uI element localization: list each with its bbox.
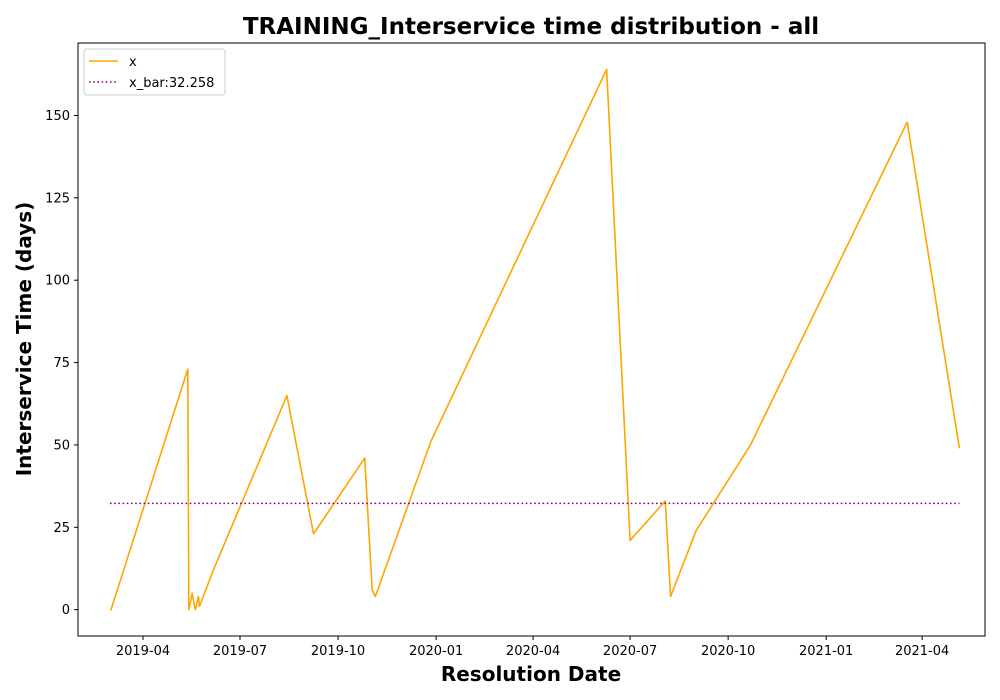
- x-axis-title: Resolution Date: [441, 662, 621, 686]
- x-tick-label: 2021-04: [895, 644, 949, 659]
- series-layer: [109, 68, 961, 611]
- series-line-x: [109, 68, 961, 611]
- x-tick-label: 2019-10: [311, 644, 365, 659]
- legend-label-x: x: [129, 55, 137, 70]
- x-tick-label: 2019-04: [116, 644, 170, 659]
- y-tick-label: 75: [53, 356, 70, 371]
- x-tick-label: 2020-10: [701, 644, 755, 659]
- x-tick-label: 2021-01: [799, 644, 853, 659]
- y-tick-label: 50: [53, 438, 70, 453]
- y-tick-label: 25: [53, 521, 70, 536]
- y-tick-label: 0: [62, 603, 70, 618]
- y-tick-label: 150: [45, 109, 70, 124]
- x-tick-label: 2020-04: [506, 644, 560, 659]
- y-axis-ticks: 0 25 50 75 100 125 150: [45, 109, 78, 618]
- legend: x x_bar:32.258: [83, 48, 226, 96]
- x-tick-label: 2020-07: [603, 644, 657, 659]
- legend-label-x-bar: x_bar:32.258: [129, 76, 214, 91]
- x-tick-label: 2020-01: [409, 644, 463, 659]
- legend-frame: [83, 48, 226, 96]
- y-tick-label: 125: [45, 191, 70, 206]
- chart-title: TRAINING_Interservice time distribution …: [243, 14, 819, 40]
- y-axis-title: Interservice Time (days): [12, 202, 36, 477]
- plot-area-frame: [77, 42, 986, 637]
- y-tick-label: 100: [45, 274, 70, 289]
- x-axis-ticks: 2019-04 2019-07 2019-10 2020-01 2020-04 2020-…: [116, 636, 949, 659]
- x-tick-label: 2019-07: [213, 644, 267, 659]
